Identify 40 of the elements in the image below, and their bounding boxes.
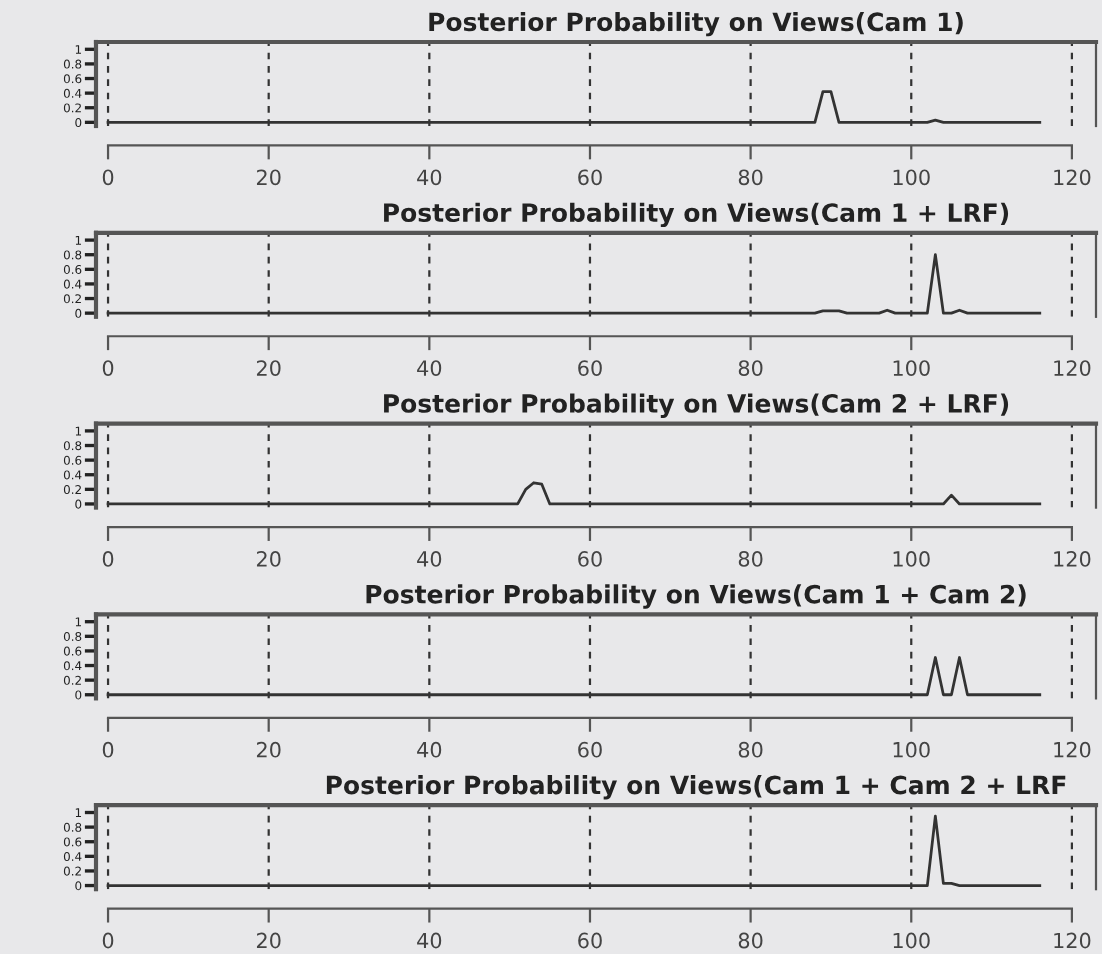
chart-title: Posterior Probability on Views(Cam 1) xyxy=(429,11,963,37)
x-tick-label: 20 xyxy=(256,932,281,949)
x-tick-label: 40 xyxy=(417,551,442,567)
x-tick-label: 60 xyxy=(578,741,602,758)
x-tick-label: 80 xyxy=(738,169,763,186)
x-tick-label: 40 xyxy=(417,360,442,376)
x-tick-label: 20 xyxy=(256,360,281,376)
x-tick-label: 0 xyxy=(102,741,114,758)
chart-title: Posterior Probability on Views(Cam 1 + Cam 2) xyxy=(366,584,1026,609)
x-tick-label: 0 xyxy=(102,169,114,186)
x-tick-label: 120 xyxy=(1054,360,1091,376)
x-tick-label: 60 xyxy=(578,360,602,376)
x-tick-label: 0 xyxy=(102,551,114,567)
x-tick-label: 60 xyxy=(578,551,602,567)
x-tick-label: 0 xyxy=(102,932,114,949)
x-tick-label: 20 xyxy=(256,551,281,567)
x-tick-label: 120 xyxy=(1054,551,1091,567)
x-tick-label: 120 xyxy=(1054,932,1091,949)
x-tick-label: 120 xyxy=(1054,169,1091,186)
x-tick-label: 60 xyxy=(578,932,602,949)
x-tick-label: 40 xyxy=(417,741,442,758)
x-tick-label: 20 xyxy=(256,741,281,758)
x-tick-label: 40 xyxy=(417,932,442,949)
x-tick-label: 100 xyxy=(893,932,930,949)
x-tick-label: 100 xyxy=(893,741,930,758)
x-tick-label: 100 xyxy=(893,169,930,186)
chart-title: Posterior Probability on Views(Cam 1 + Cam 2 + LRF xyxy=(326,775,1066,800)
x-tick-label: 80 xyxy=(738,741,763,758)
x-tick-label: 100 xyxy=(893,551,930,567)
chart-title: Posterior Probability on Views(Cam 2 + LRF) xyxy=(384,393,1009,418)
x-tick-label: 80 xyxy=(738,551,763,567)
x-tick-label: 80 xyxy=(738,360,763,376)
x-tick-label: 80 xyxy=(738,932,763,949)
x-tick-label: 120 xyxy=(1054,741,1091,758)
x-tick-label: 0 xyxy=(102,360,114,376)
x-tick-label: 100 xyxy=(893,360,930,376)
x-tick-label: 40 xyxy=(417,169,442,186)
x-tick-label: 20 xyxy=(256,169,281,186)
chart-title: Posterior Probability on Views(Cam 1 + LRF) xyxy=(384,202,1009,228)
x-tick-label: 60 xyxy=(578,169,602,186)
